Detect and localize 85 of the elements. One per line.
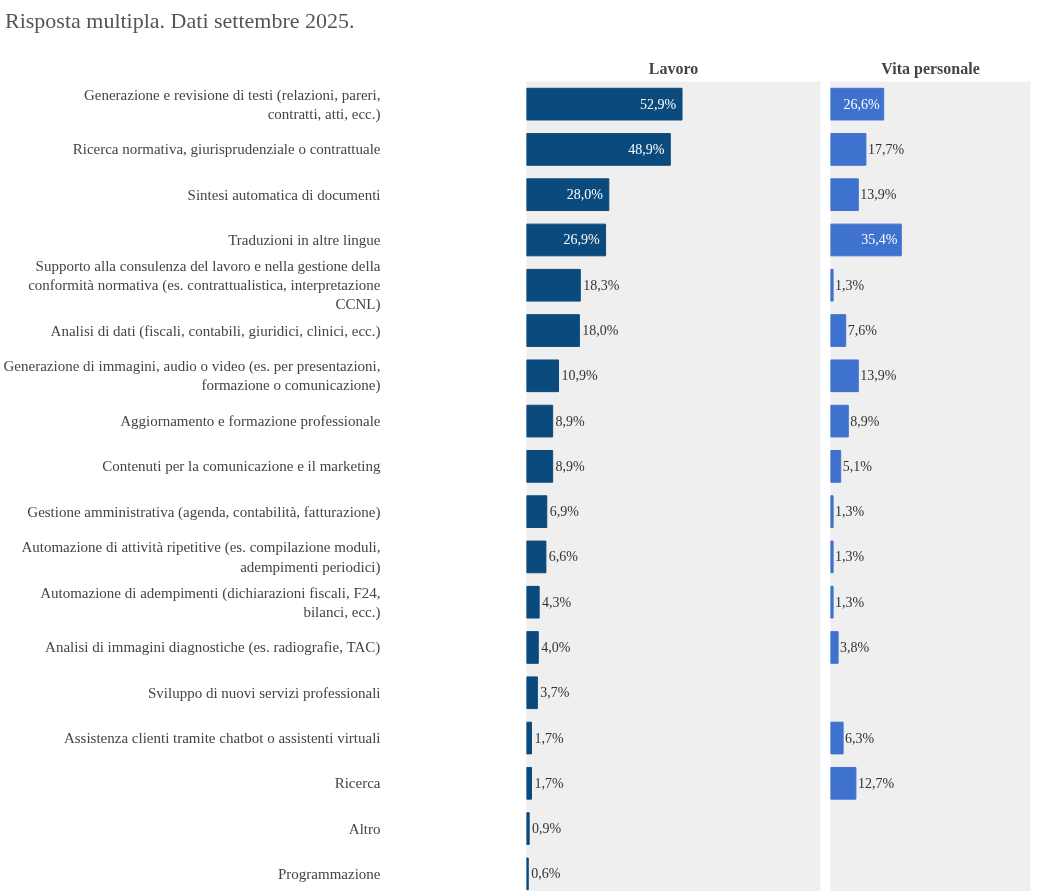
y-tick-label: Assistenza clienti tramite chatbot o assistenti virtuali — [63, 730, 381, 747]
bar — [526, 495, 548, 529]
data-label: 52,9% — [639, 97, 677, 113]
data-label: 8,9% — [555, 459, 586, 475]
data-label: 3,7% — [540, 685, 570, 701]
y-tick-label: Aggiornamento e formazione professionale — [120, 413, 381, 430]
bar — [830, 224, 902, 257]
data-label: 0,6% — [531, 866, 561, 882]
data-label: 7,6% — [847, 323, 878, 339]
y-tick-label: Sviluppo di nuovi servizi professionali — [148, 685, 381, 702]
y-tick-label: Generazione e revisione di testi (relazioni, pareri, contratti, atti, ecc.) — [83, 86, 381, 124]
data-label: 6,9% — [549, 504, 580, 520]
text: Risposta multipla. Dati settembre 2025. — [5, 7, 355, 35]
bar — [830, 586, 834, 619]
bar — [830, 178, 859, 212]
bar — [830, 269, 834, 303]
data-label: 1,3% — [835, 549, 865, 565]
bar — [526, 540, 547, 574]
y-tick-label: Ricerca — [334, 775, 381, 792]
bar — [830, 450, 842, 484]
chart-title: Vita personale — [881, 59, 980, 78]
data-label: 1,7% — [534, 730, 564, 746]
data-label: 35,4% — [861, 232, 898, 248]
y-tick-label: Traduzioni in altre lingue — [228, 232, 381, 249]
bar — [830, 314, 847, 348]
bar — [830, 631, 839, 665]
data-label: 48,9% — [628, 142, 665, 158]
data-label: 17,7% — [867, 142, 905, 158]
data-label: 4,3% — [542, 595, 572, 611]
y-tick-label: Generazione di immagini, audio o video (es. per presentazioni, formazione o comunicazione) — [3, 358, 381, 395]
bar — [830, 767, 857, 801]
bar — [526, 631, 539, 665]
y-tick-label: Analisi di dati (fiscali, contabili, giuridici, clinici, ecc.) — [50, 322, 381, 340]
bar — [526, 676, 538, 710]
data-label: 6,3% — [845, 730, 875, 746]
bar — [526, 722, 532, 755]
data-label: 13,9% — [860, 187, 897, 203]
data-label: 8,9% — [555, 414, 586, 430]
data-label: 1,3% — [835, 278, 865, 294]
bar — [526, 178, 610, 212]
bar — [830, 540, 834, 574]
data-label: 1,3% — [835, 504, 865, 520]
data-label: 13,9% — [860, 368, 897, 384]
data-label: 0,9% — [532, 821, 562, 837]
bar — [526, 405, 554, 438]
data-label: 6,6% — [548, 549, 579, 565]
bar — [526, 314, 580, 348]
bar — [526, 88, 683, 121]
y-tick-label: Programmazione — [278, 866, 381, 883]
bar — [526, 450, 554, 484]
y-tick-label: Altro — [348, 821, 381, 838]
bar — [526, 812, 530, 846]
bar — [830, 495, 834, 529]
data-label: 10,9% — [561, 368, 598, 384]
data-label: 28,0% — [566, 187, 604, 203]
bar — [830, 405, 849, 438]
chart-title: Lavoro — [648, 59, 699, 77]
data-label: 1,7% — [534, 776, 564, 792]
y-tick-label: Sintesi automatica di documenti — [187, 187, 381, 204]
data-label: 8,9% — [850, 414, 880, 430]
data-label: 4,0% — [541, 640, 571, 656]
bar — [830, 722, 844, 755]
bar — [830, 359, 859, 393]
data-label: 18,0% — [582, 323, 619, 339]
data-label: 3,8% — [840, 640, 870, 656]
data-label: 18,3% — [583, 278, 620, 294]
y-tick-label: Automazione di attività ripetitive (es. compilazione moduli, adempimenti periodici) — [21, 539, 381, 576]
bar — [830, 133, 867, 167]
data-label: 1,3% — [835, 595, 865, 611]
y-tick-label: Automazione di adempimenti (dichiarazioni fiscali, F24, bilanci, ecc.) — [40, 585, 381, 622]
y-tick-label: Gestione amministrativa (agenda, contabilità, fatturazione) — [27, 504, 381, 522]
y-tick-label: Contenuti per la comunicazione e il marketing — [102, 458, 381, 475]
bar — [526, 269, 581, 303]
data-label: 26,6% — [843, 97, 881, 113]
y-tick-label: Ricerca normativa, giurisprudenziale o contrattuale — [72, 141, 381, 158]
y-tick-label: Analisi di immagini diagnostiche (es. radiografie, TAC) — [45, 639, 381, 657]
data-label: 12,7% — [857, 776, 895, 792]
bar — [526, 359, 560, 393]
bar — [526, 133, 671, 167]
data-label: 5,1% — [842, 459, 873, 475]
data-label: 26,9% — [563, 232, 601, 248]
bar — [526, 586, 540, 619]
bar — [526, 767, 532, 801]
bar — [526, 224, 607, 257]
y-tick-label: Supporto alla consulenza del lavoro e nella gestione della conformità normativa (es. contrattualistica, interpretazione CCNL) — [28, 258, 381, 314]
